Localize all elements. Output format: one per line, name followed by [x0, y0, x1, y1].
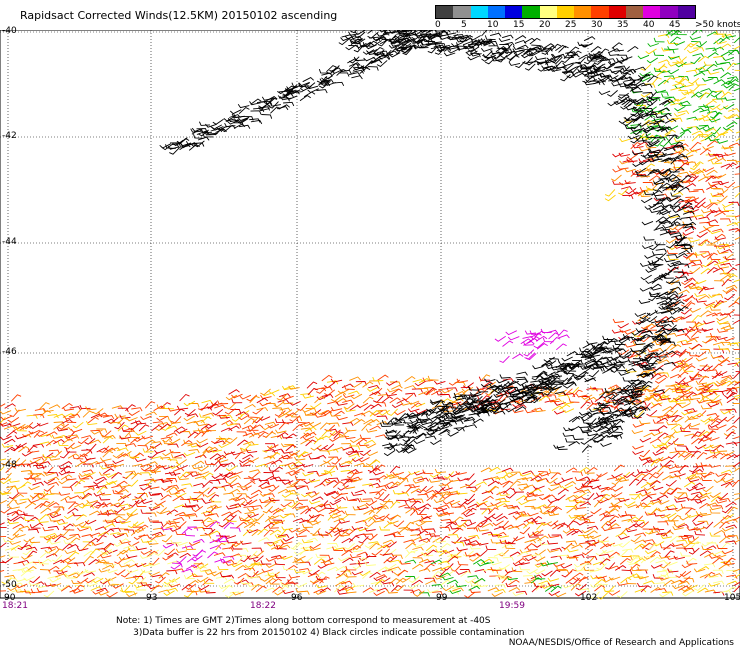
scale-swatch: [677, 6, 695, 18]
latitude-label: -48: [2, 460, 17, 470]
scale-swatch: [522, 6, 540, 18]
scale-label: 35: [617, 20, 629, 30]
note-line-1: Note: 1) Times are GMT 2)Times along bot…: [116, 616, 491, 626]
scale-swatch: [574, 6, 592, 18]
scale-label: 5: [461, 20, 467, 30]
latitude-label: -50: [2, 580, 17, 590]
scale-label: 45: [669, 20, 681, 30]
map-title: Rapidsact Corrected Winds(12.5KM) 201501…: [20, 9, 338, 22]
scale-swatch: [453, 6, 471, 18]
note-line-2: 3)Data buffer is 22 hrs from 20150102 4)…: [133, 628, 525, 638]
latitude-label: -40: [2, 26, 17, 36]
wind-vector-map: [0, 30, 740, 600]
scale-label: 40: [643, 20, 655, 30]
scale-label: 30: [591, 20, 603, 30]
scale-label: 25: [565, 20, 577, 30]
scale-swatch: [556, 6, 575, 18]
longitude-label: 99: [436, 593, 448, 603]
map-frame: [0, 30, 740, 599]
scale-swatch: [470, 6, 488, 18]
scale-swatch: [436, 6, 454, 18]
time-label: 18:22: [250, 601, 276, 611]
longitude-label: 90: [4, 593, 16, 603]
time-label: 19:59: [499, 601, 525, 611]
scale-label: 0: [435, 20, 441, 30]
latitude-label: -44: [2, 237, 17, 247]
scale-label: 10: [487, 20, 499, 30]
wind-speed-color-scale: [435, 5, 696, 19]
wind-barbs: [0, 30, 740, 600]
longitude-label: 102: [580, 593, 598, 603]
scale-swatch: [625, 6, 644, 18]
latitude-label: -46: [2, 347, 17, 357]
scale-swatch: [539, 6, 557, 18]
scale-swatch: [591, 6, 609, 18]
scale-swatch: [643, 6, 661, 18]
scale-label: >50 knots: [695, 20, 740, 30]
scale-label: 15: [513, 20, 525, 30]
wind-speed-scale-labels: 0 5 10 15 20 25 30 35 40 45 >50 knots: [435, 20, 740, 32]
scale-label: 20: [539, 20, 551, 30]
credit-line: NOAA/NESDIS/Office of Research and Appli…: [508, 638, 734, 648]
scale-swatch: [487, 6, 506, 18]
notes: Note: 1) Times are GMT 2)Times along bot…: [116, 615, 525, 639]
scale-swatch: [505, 6, 523, 18]
scale-swatch: [608, 6, 626, 18]
time-label: 18:21: [2, 601, 28, 611]
latitude-label: -42: [2, 131, 17, 141]
longitude-label: 96: [291, 593, 303, 603]
scale-swatch: [660, 6, 678, 18]
longitude-label: 93: [146, 593, 158, 603]
longitude-label: 105: [724, 593, 740, 603]
